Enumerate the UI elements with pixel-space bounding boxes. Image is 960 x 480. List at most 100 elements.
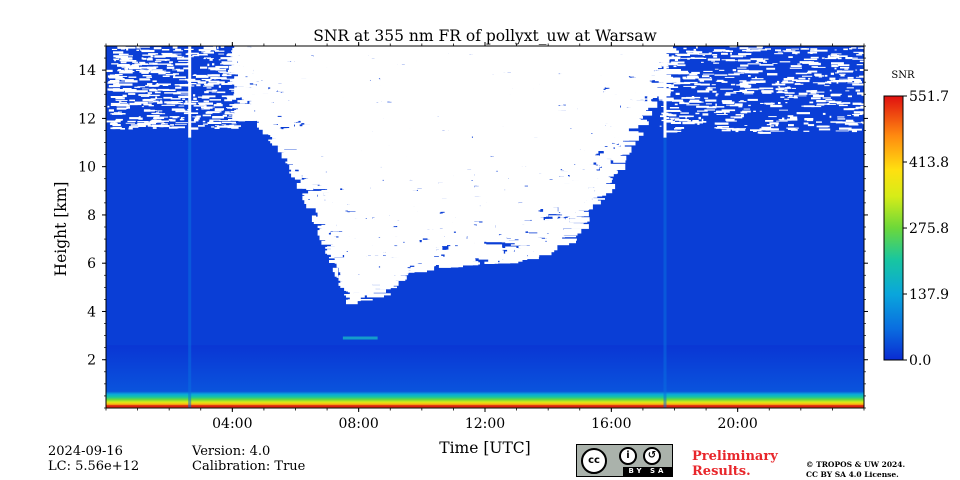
heatmap-low-snr-pixel — [283, 137, 287, 139]
heatmap-low-snr-pixel — [258, 58, 264, 62]
heatmap-low-snr-pixel — [321, 240, 339, 245]
heatmap-low-snr-pixel — [435, 88, 439, 90]
heatmap-low-snr-pixel — [435, 62, 442, 64]
heatmap-low-snr-pixel — [370, 293, 391, 296]
heatmap-low-snr-pixel — [272, 124, 277, 128]
heatmap-low-snr-pixel — [374, 249, 384, 256]
heatmap-low-snr-pixel — [463, 134, 471, 137]
heatmap-low-snr-pixel — [404, 185, 417, 191]
heatmap-low-snr-pixel — [471, 91, 484, 95]
heatmap-low-snr-pixel — [408, 99, 417, 104]
heatmap-low-snr-pixel — [399, 167, 408, 173]
heatmap-low-snr-pixel — [465, 194, 475, 200]
heatmap-low-snr-pixel — [404, 164, 412, 167]
heatmap-low-snr-pixel — [294, 99, 306, 102]
heatmap-low-snr-pixel — [325, 47, 331, 53]
heatmap-low-snr-pixel — [397, 242, 412, 248]
heatmap-low-snr-pixel — [389, 119, 395, 124]
heatmap-low-snr-pixel — [368, 60, 380, 62]
heatmap-low-snr-pixel — [414, 213, 425, 217]
heatmap-low-snr-pixel — [361, 54, 368, 59]
heatmap-low-snr-pixel — [406, 81, 415, 87]
heatmap-low-snr-pixel — [285, 151, 305, 154]
heatmap-low-snr-pixel — [391, 167, 396, 170]
heatmap-low-snr-pixel — [480, 105, 485, 109]
heatmap-low-snr-pixel — [302, 54, 312, 59]
heatmap-low-snr-pixel — [368, 283, 373, 287]
heatmap-low-snr-pixel — [397, 208, 402, 211]
heatmap-low-snr-pixel — [408, 81, 413, 84]
heatmap-low-snr-pixel — [442, 205, 451, 210]
heatmap-low-snr-pixel — [457, 167, 468, 173]
heatmap-low-snr-pixel — [418, 125, 423, 129]
heatmap-low-snr-pixel — [480, 152, 487, 155]
heatmap-low-snr-pixel — [444, 261, 455, 267]
heatmap-low-snr-pixel — [474, 199, 479, 202]
heatmap-low-snr-pixel — [442, 186, 454, 192]
heatmap-low-snr-pixel — [311, 81, 328, 86]
heatmap-low-snr-pixel — [311, 104, 316, 108]
heatmap-low-snr-pixel — [349, 240, 354, 243]
heatmap-low-snr-pixel — [455, 156, 462, 161]
heatmap-low-snr-pixel — [330, 113, 338, 118]
heatmap-low-snr-pixel — [474, 118, 481, 124]
heatmap-low-snr-pixel — [450, 262, 456, 267]
heatmap-low-snr-pixel — [274, 72, 278, 77]
heatmap-low-snr-pixel — [334, 220, 348, 225]
heatmap-low-snr-pixel — [476, 71, 481, 74]
heatmap-low-snr-pixel — [302, 156, 307, 162]
heatmap-low-snr-pixel — [431, 129, 438, 135]
heatmap-low-snr-pixel — [310, 190, 320, 195]
heatmap-low-snr-pixel — [291, 145, 295, 148]
heatmap-low-snr-pixel — [482, 192, 495, 198]
heatmap-low-snr-pixel — [423, 116, 428, 119]
heatmap-low-snr-pixel — [262, 113, 275, 117]
heatmap-low-snr-pixel — [435, 210, 440, 215]
heatmap-low-snr-pixel — [291, 116, 297, 120]
heatmap-low-snr-pixel — [421, 241, 433, 246]
heatmap-low-snr-pixel — [346, 255, 364, 262]
heatmap-low-snr-pixel — [338, 215, 350, 220]
heatmap-low-snr-pixel — [474, 63, 479, 69]
heatmap-low-snr-pixel — [425, 149, 431, 153]
heatmap-low-snr-pixel — [289, 156, 294, 160]
heatmap-low-snr-pixel — [427, 181, 432, 187]
heatmap-low-snr-pixel — [406, 223, 414, 227]
heatmap-low-snr-pixel — [385, 145, 390, 147]
heatmap-low-snr-pixel — [264, 48, 271, 55]
heatmap-low-snr-pixel — [480, 168, 488, 174]
heatmap-low-snr-pixel — [427, 142, 431, 147]
heatmap-low-snr-pixel — [325, 124, 337, 127]
heatmap-low-snr-pixel — [395, 117, 399, 120]
heatmap-low-snr-pixel — [370, 222, 376, 228]
heatmap-low-snr-pixel — [454, 205, 464, 208]
heatmap-low-snr-pixel — [438, 137, 445, 144]
heatmap-low-snr-pixel — [353, 120, 359, 127]
heatmap-low-snr-pixel — [433, 176, 443, 181]
heatmap-low-snr-pixel — [478, 71, 492, 76]
heatmap-low-snr-pixel — [474, 227, 483, 234]
heatmap-low-snr-pixel — [323, 60, 328, 64]
heatmap-low-snr-pixel — [408, 198, 421, 202]
heatmap-low-snr-pixel — [387, 239, 400, 243]
heatmap-low-snr-pixel — [247, 117, 252, 121]
heatmap-low-snr-pixel — [459, 261, 479, 266]
heatmap-low-snr-pixel — [285, 135, 289, 139]
heatmap-low-snr-pixel — [365, 131, 370, 136]
heatmap-low-snr-pixel — [463, 144, 474, 148]
heatmap-low-snr-pixel — [397, 275, 401, 279]
heatmap-low-snr-pixel — [442, 92, 448, 99]
heatmap-low-snr-pixel — [444, 67, 448, 71]
heatmap-low-snr-pixel — [294, 122, 300, 128]
heatmap-low-snr-pixel — [260, 61, 265, 64]
heatmap-low-snr-pixel — [410, 94, 417, 97]
heatmap-low-snr-pixel — [361, 102, 367, 106]
heatmap-low-snr-pixel — [382, 172, 391, 174]
heatmap-low-snr-pixel — [484, 91, 491, 94]
heatmap-low-snr-pixel — [334, 129, 347, 133]
heatmap-low-snr-pixel — [440, 121, 453, 128]
heatmap-low-snr-pixel — [332, 126, 337, 129]
heatmap-low-snr-pixel — [438, 246, 443, 254]
heatmap-low-snr-pixel — [437, 237, 452, 242]
heatmap-low-snr-pixel — [338, 59, 348, 65]
